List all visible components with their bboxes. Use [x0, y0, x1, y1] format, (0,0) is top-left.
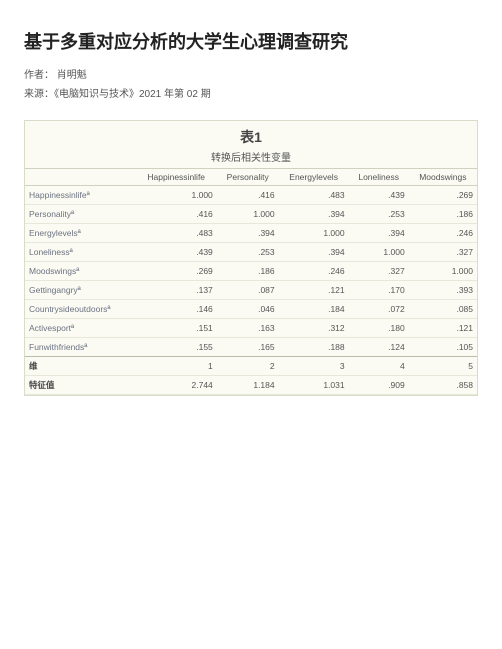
cell-value: .483: [279, 186, 349, 205]
table-subtitle: 转换后相关性变量: [25, 149, 477, 169]
cell-value: .439: [136, 243, 217, 262]
cell-value: .394: [279, 205, 349, 224]
cell-value: .327: [409, 243, 477, 262]
cell-value: .087: [217, 281, 279, 300]
row-label: Energylevelsª: [25, 224, 136, 243]
table-row: Lonelinessª.439.253.3941.000.327: [25, 243, 477, 262]
cell-value: .246: [279, 262, 349, 281]
cell-value: .253: [217, 243, 279, 262]
cell-value: .155: [136, 338, 217, 357]
cell-value: .165: [217, 338, 279, 357]
col-energy: Energylevels: [279, 169, 349, 186]
col-loneliness: Loneliness: [349, 169, 409, 186]
row-label: Gettingangryª: [25, 281, 136, 300]
table-footer-row: 特征值2.7441.1841.031.909.858: [25, 376, 477, 395]
cell-value: .269: [136, 262, 217, 281]
row-label: Activesportª: [25, 319, 136, 338]
cell-value: .121: [279, 281, 349, 300]
table-row: Funwithfriendsª.155.165.188.124.105: [25, 338, 477, 357]
cell-value: .394: [217, 224, 279, 243]
footer-cell-value: .909: [349, 376, 409, 395]
cell-value: .085: [409, 300, 477, 319]
cell-value: .483: [136, 224, 217, 243]
cell-value: .416: [136, 205, 217, 224]
cell-value: .180: [349, 319, 409, 338]
cell-value: 1.000: [279, 224, 349, 243]
cell-value: .269: [409, 186, 477, 205]
cell-value: .163: [217, 319, 279, 338]
row-label: Funwithfriendsª: [25, 338, 136, 357]
row-label: Countrysideoutdoorsª: [25, 300, 136, 319]
cell-value: .327: [349, 262, 409, 281]
table-1: 表1 转换后相关性变量 Happinessinlife Personality …: [24, 120, 478, 396]
cell-value: 1.000: [217, 205, 279, 224]
table-row: Moodswingsª.269.186.246.3271.000: [25, 262, 477, 281]
table-row: Gettingangryª.137.087.121.170.393: [25, 281, 477, 300]
cell-value: .184: [279, 300, 349, 319]
footer-cell-value: 4: [349, 357, 409, 376]
footer-row-label: 维: [25, 357, 136, 376]
table-row: Personalityª.4161.000.394.253.186: [25, 205, 477, 224]
footer-cell-value: 3: [279, 357, 349, 376]
cell-value: 1.000: [409, 262, 477, 281]
cell-value: .072: [349, 300, 409, 319]
cell-value: .253: [349, 205, 409, 224]
row-label: Happinessinlifeª: [25, 186, 136, 205]
correlation-table: Happinessinlife Personality Energylevels…: [25, 169, 477, 395]
cell-value: .151: [136, 319, 217, 338]
footer-cell-value: 1.031: [279, 376, 349, 395]
cell-value: .394: [279, 243, 349, 262]
col-moodswings: Moodswings: [409, 169, 477, 186]
author-line: 作者： 肖明魁: [24, 66, 478, 81]
cell-value: .170: [349, 281, 409, 300]
footer-cell-value: 2: [217, 357, 279, 376]
cell-value: .121: [409, 319, 477, 338]
cell-value: .416: [217, 186, 279, 205]
source-line: 来源：《电脑知识与技术》2021 年第 02 期: [24, 85, 478, 100]
cell-value: .046: [217, 300, 279, 319]
table-row: Energylevelsª.483.3941.000.394.246: [25, 224, 477, 243]
table-row: Happinessinlifeª1.000.416.483.439.269: [25, 186, 477, 205]
cell-value: .394: [349, 224, 409, 243]
table-header-row: Happinessinlife Personality Energylevels…: [25, 169, 477, 186]
page-title: 基于多重对应分析的大学生心理调查研究: [24, 28, 478, 54]
footer-cell-value: 5: [409, 357, 477, 376]
footer-row-label: 特征值: [25, 376, 136, 395]
footer-cell-value: .858: [409, 376, 477, 395]
cell-value: .312: [279, 319, 349, 338]
cell-value: 1.000: [136, 186, 217, 205]
cell-value: .186: [409, 205, 477, 224]
table-label: 表1: [25, 121, 477, 149]
cell-value: 1.000: [349, 243, 409, 262]
cell-value: .124: [349, 338, 409, 357]
cell-value: .188: [279, 338, 349, 357]
cell-value: .105: [409, 338, 477, 357]
footer-cell-value: 1: [136, 357, 217, 376]
footer-cell-value: 1.184: [217, 376, 279, 395]
cell-value: .393: [409, 281, 477, 300]
table-row: Activesportª.151.163.312.180.121: [25, 319, 477, 338]
row-label: Personalityª: [25, 205, 136, 224]
row-label: Lonelinessª: [25, 243, 136, 262]
cell-value: .146: [136, 300, 217, 319]
col-personality: Personality: [217, 169, 279, 186]
col-empty: [25, 169, 136, 186]
cell-value: .137: [136, 281, 217, 300]
cell-value: .246: [409, 224, 477, 243]
table-footer-row: 维12345: [25, 357, 477, 376]
col-happiness: Happinessinlife: [136, 169, 217, 186]
row-label: Moodswingsª: [25, 262, 136, 281]
table-row: Countrysideoutdoorsª.146.046.184.072.085: [25, 300, 477, 319]
footer-cell-value: 2.744: [136, 376, 217, 395]
cell-value: .186: [217, 262, 279, 281]
cell-value: .439: [349, 186, 409, 205]
